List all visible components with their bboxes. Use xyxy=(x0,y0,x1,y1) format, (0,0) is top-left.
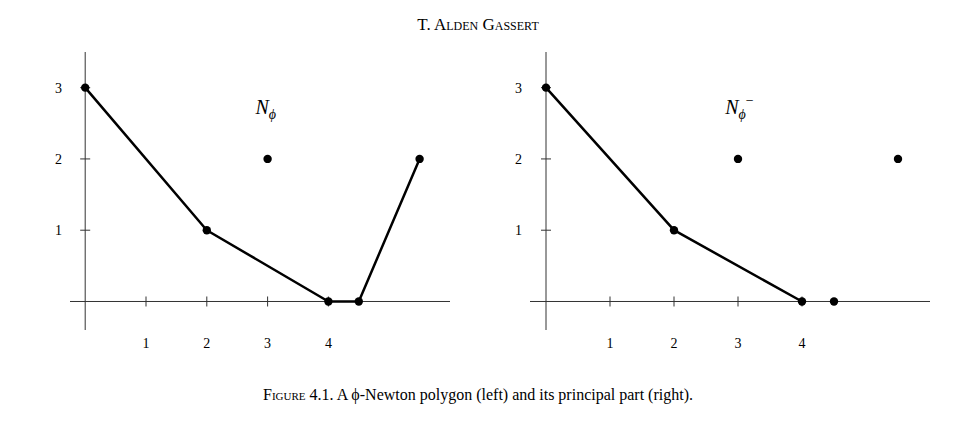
point xyxy=(263,155,271,163)
x-tick-label: 3 xyxy=(264,336,271,351)
annotation: Nϕ xyxy=(254,96,276,121)
y-tick-label: 1 xyxy=(515,223,522,238)
x-axis-line xyxy=(70,301,450,302)
point xyxy=(734,155,742,163)
point xyxy=(324,297,332,305)
panel: 1 2 3 4 1 2 3 Nϕ xyxy=(55,52,450,351)
x-tick-label: 4 xyxy=(325,336,332,351)
x-tick-label: 1 xyxy=(143,336,150,351)
point xyxy=(670,226,678,234)
x-tick xyxy=(610,296,611,306)
y-tick-label: 1 xyxy=(55,223,62,238)
x-tick xyxy=(146,296,147,306)
x-tick xyxy=(738,296,739,306)
caption: Figure 4.1. A ϕ-Newton polygon (left) an… xyxy=(263,386,693,404)
y-tick xyxy=(80,158,90,159)
data-marks xyxy=(81,83,424,305)
y-tick-label: 3 xyxy=(55,81,62,96)
x-tick-label: 2 xyxy=(671,336,678,351)
y-tick xyxy=(80,230,90,231)
figure: T. Alden Gassert Figure 4.1. A ϕ-Newton p… xyxy=(0,0,956,438)
point xyxy=(830,297,838,305)
y-tick-label: 2 xyxy=(55,152,62,167)
x-tick xyxy=(206,296,207,306)
point xyxy=(798,297,806,305)
point xyxy=(542,83,550,91)
x-tick xyxy=(267,296,268,306)
y-tick xyxy=(541,230,551,231)
annotation: Nϕ− xyxy=(724,93,754,121)
point xyxy=(81,83,89,91)
data-marks xyxy=(542,83,902,305)
title: T. Alden Gassert xyxy=(417,15,539,34)
panel: 1 2 3 4 1 2 3 Nϕ− xyxy=(515,52,930,351)
x-tick-label: 1 xyxy=(607,336,614,351)
polygon-line xyxy=(546,88,802,302)
x-tick xyxy=(674,296,675,306)
y-axis-line xyxy=(85,52,86,330)
x-tick-label: 2 xyxy=(203,336,210,351)
y-tick-label: 2 xyxy=(515,152,522,167)
point xyxy=(894,155,902,163)
x-tick-label: 3 xyxy=(735,336,742,351)
y-tick-label: 3 xyxy=(515,81,522,96)
y-tick xyxy=(541,158,551,159)
x-tick-label: 4 xyxy=(799,336,806,351)
x-axis-line xyxy=(530,301,930,302)
y-axis-line xyxy=(546,52,547,330)
point xyxy=(355,297,363,305)
point xyxy=(203,226,211,234)
polygon-line xyxy=(85,88,419,302)
point xyxy=(415,155,423,163)
